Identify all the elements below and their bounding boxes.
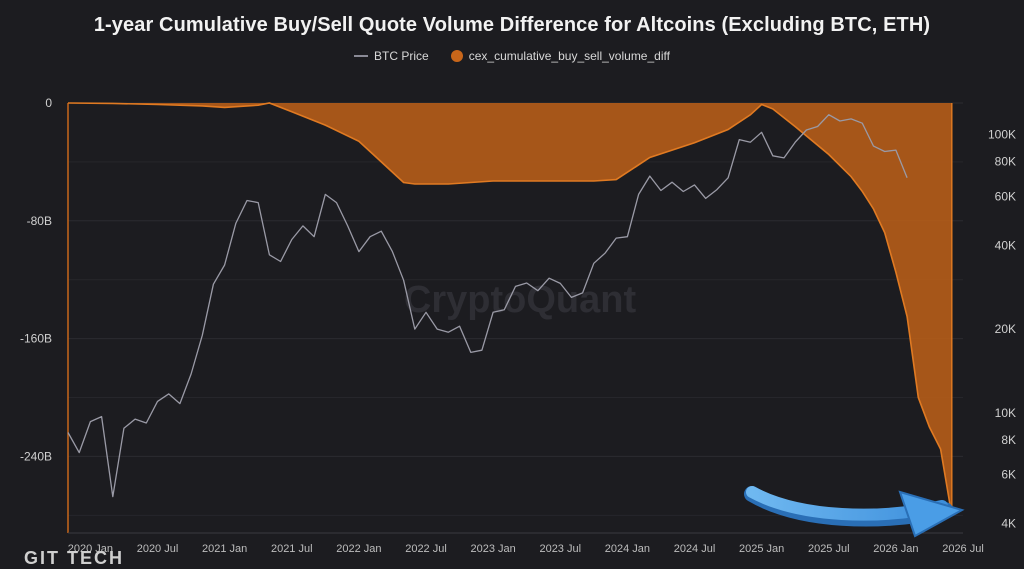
watermark: CryptoQuant — [404, 279, 637, 321]
x-tick-label: 2022 Jul — [405, 543, 447, 555]
btc-price-path — [67, 114, 908, 498]
legend-item-btc-price[interactable]: BTC Price — [354, 49, 429, 63]
y-left-tick-label: -160B — [20, 332, 52, 346]
bottom-logo: GIT TECH — [24, 548, 124, 568]
volume-diff-area-fill — [68, 103, 952, 516]
legend-swatch-btc-price — [354, 55, 369, 57]
chart-title: 1-year Cumulative Buy/Sell Quote Volume … — [93, 14, 931, 36]
legend-swatch-volume-diff — [450, 50, 463, 62]
grid-lines — [67, 102, 963, 533]
y-right-tick-label: 6K — [1001, 468, 1016, 482]
x-tick-label: 2026 Jul — [942, 543, 984, 555]
y-right-tick-label: 80K — [995, 155, 1016, 169]
y-right-tick-label: 40K — [995, 238, 1016, 252]
y-axis-left: 0 -80B -160B -240B — [20, 96, 52, 463]
x-tick-label: 2023 Jul — [539, 543, 581, 555]
x-tick-label: 2021 Jul — [271, 543, 313, 555]
x-tick-label: 2022 Jan — [336, 543, 381, 555]
y-left-tick-label: -80B — [27, 214, 52, 228]
legend-label-volume-diff: cex_cumulative_buy_sell_volume_diff — [468, 49, 670, 63]
x-tick-label: 2024 Jan — [605, 543, 650, 555]
legend-label-btc-price: BTC Price — [374, 49, 429, 63]
x-tick-label: 2026 Jan — [873, 543, 918, 555]
btc-price-line — [67, 114, 908, 498]
y-left-tick-label: -240B — [20, 449, 52, 463]
volume-diff-area — [67, 102, 953, 516]
x-tick-label: 2020 Jan — [68, 543, 113, 555]
x-axis: 2020 Jan 2020 Jul 2021 Jan 2021 Jul 2022 Jan… — [68, 532, 984, 555]
y-right-tick-label: 60K — [995, 189, 1016, 203]
x-tick-label: 2023 Jan — [470, 543, 515, 555]
y-right-tick-label: 10K — [995, 406, 1016, 420]
legend-item-volume-diff[interactable]: cex_cumulative_buy_sell_volume_diff — [450, 49, 670, 63]
annotation-arrow — [744, 486, 965, 538]
x-tick-label: 2025 Jan — [739, 543, 784, 555]
y-left-tick-label: 0 — [45, 96, 52, 110]
y-axis-right: 100K 80K 60K 40K 20K 10K 8K 6K 4K — [988, 128, 1016, 531]
y-right-tick-label: 4K — [1001, 517, 1016, 531]
x-tick-label: 2020 Jul — [137, 543, 179, 555]
x-tick-label: 2025 Jul — [808, 543, 850, 555]
y-right-tick-label: 100K — [988, 128, 1016, 142]
y-right-tick-label: 8K — [1001, 433, 1016, 447]
x-tick-label: 2024 Jul — [674, 543, 716, 555]
volume-diff-area-edge — [67, 102, 953, 516]
y-right-tick-label: 20K — [995, 322, 1016, 336]
legend: BTC Price cex_cumulative_buy_sell_volume… — [0, 49, 1024, 63]
x-tick-label: 2021 Jan — [202, 543, 247, 555]
